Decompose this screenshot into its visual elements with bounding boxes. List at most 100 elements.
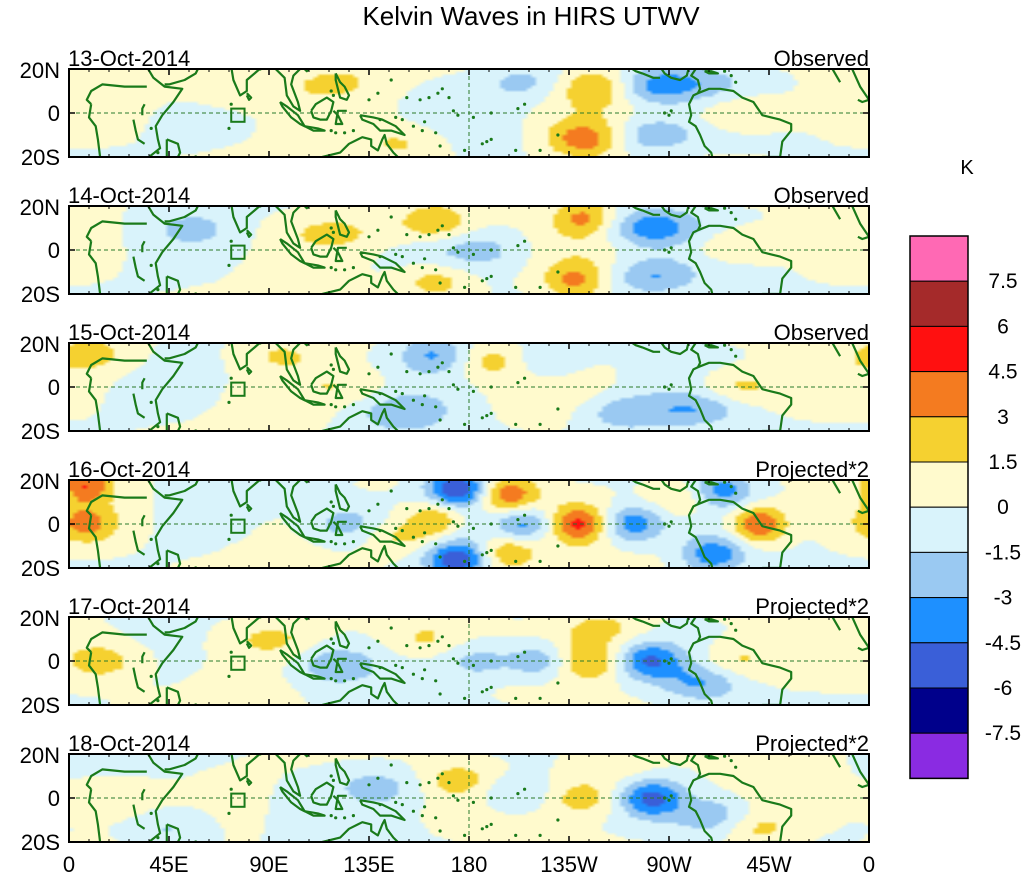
island <box>434 131 438 135</box>
coastline <box>146 754 184 842</box>
island <box>331 367 335 371</box>
coastline <box>87 104 102 157</box>
island <box>423 668 427 672</box>
coastline <box>334 209 351 238</box>
coastline <box>857 509 869 515</box>
island <box>423 531 427 535</box>
panel-date: 14-Oct-2014 <box>68 183 190 208</box>
lat-tick-label: 20S <box>21 556 60 581</box>
island <box>420 266 424 270</box>
colorbar-label: -7.5 <box>985 722 1021 745</box>
island <box>471 800 475 805</box>
island <box>367 98 371 102</box>
island <box>389 489 393 493</box>
island <box>451 794 455 798</box>
island <box>516 107 520 111</box>
map-panel: 17-Oct-2014 Projected*2 20N 0 20S <box>20 594 870 718</box>
island <box>227 263 231 267</box>
coastline <box>850 343 869 375</box>
island <box>451 246 455 250</box>
island <box>729 622 733 626</box>
lon-tick-label: 0 <box>63 852 75 877</box>
island <box>331 778 335 783</box>
island <box>331 93 335 97</box>
island <box>334 131 338 135</box>
coastline <box>279 649 306 676</box>
coastline <box>85 220 147 242</box>
island <box>329 363 333 367</box>
coastline <box>132 119 146 145</box>
island <box>440 772 444 776</box>
coastline <box>302 617 311 621</box>
island <box>447 233 451 237</box>
island <box>156 288 160 292</box>
island <box>149 400 153 404</box>
coastline <box>697 224 793 294</box>
coastline <box>697 498 793 568</box>
island <box>485 688 489 692</box>
lat-tick-label: 20S <box>21 693 60 718</box>
island <box>723 754 727 758</box>
island <box>440 224 444 228</box>
coastline <box>850 617 869 649</box>
colorbar-label: -3 <box>994 587 1013 610</box>
coastline <box>279 512 306 539</box>
coastline <box>87 515 102 568</box>
island <box>351 814 355 818</box>
island <box>734 765 738 769</box>
island <box>485 551 489 555</box>
island <box>334 816 338 820</box>
map-panel: 15-Oct-2014 Observed 20N 0 20S <box>20 320 870 444</box>
island <box>343 542 347 546</box>
island <box>447 370 451 374</box>
coastline <box>687 343 714 431</box>
lon-tick-label: 135E <box>343 852 394 877</box>
island <box>456 113 460 117</box>
colorbar: K 7.5 6 4.5 3 1.5 0 -1.5 -3 -4.5 -6 -7.5 <box>909 157 1021 780</box>
island <box>451 657 455 661</box>
island <box>367 372 371 376</box>
colorbar-label: 0 <box>997 496 1009 519</box>
colorbar-label: -1.5 <box>985 541 1021 564</box>
coastline <box>85 768 147 790</box>
island <box>376 228 380 232</box>
island <box>400 529 404 533</box>
island <box>229 102 233 106</box>
coastline <box>87 652 102 705</box>
island <box>723 206 727 210</box>
island <box>418 372 422 376</box>
island <box>411 809 415 813</box>
lon-tick-label: 45W <box>746 852 791 877</box>
coastline <box>302 754 311 758</box>
lat-tick-label: 0 <box>48 512 60 537</box>
coastline <box>166 686 182 705</box>
region-box <box>230 244 246 260</box>
island <box>389 352 393 356</box>
island <box>229 239 233 243</box>
island <box>489 137 493 141</box>
island <box>376 91 380 95</box>
coastlines <box>69 69 869 157</box>
island <box>489 274 493 278</box>
island <box>405 233 409 237</box>
island <box>343 679 347 683</box>
coastline <box>304 262 326 269</box>
island <box>329 89 333 93</box>
colorbar-label: 7.5 <box>988 270 1017 293</box>
coastline <box>87 378 102 431</box>
island <box>440 635 444 639</box>
coastline <box>321 681 400 705</box>
coastline <box>245 640 253 649</box>
region-box <box>230 518 246 534</box>
island <box>227 126 231 130</box>
island <box>556 407 560 411</box>
island <box>156 151 160 155</box>
coastline <box>245 503 253 512</box>
island <box>440 87 444 91</box>
coastline <box>687 69 714 157</box>
coastline <box>332 109 347 126</box>
coastline <box>166 412 182 431</box>
island <box>456 250 460 254</box>
lat-tick-label: 0 <box>48 375 60 400</box>
coastline <box>321 407 400 431</box>
